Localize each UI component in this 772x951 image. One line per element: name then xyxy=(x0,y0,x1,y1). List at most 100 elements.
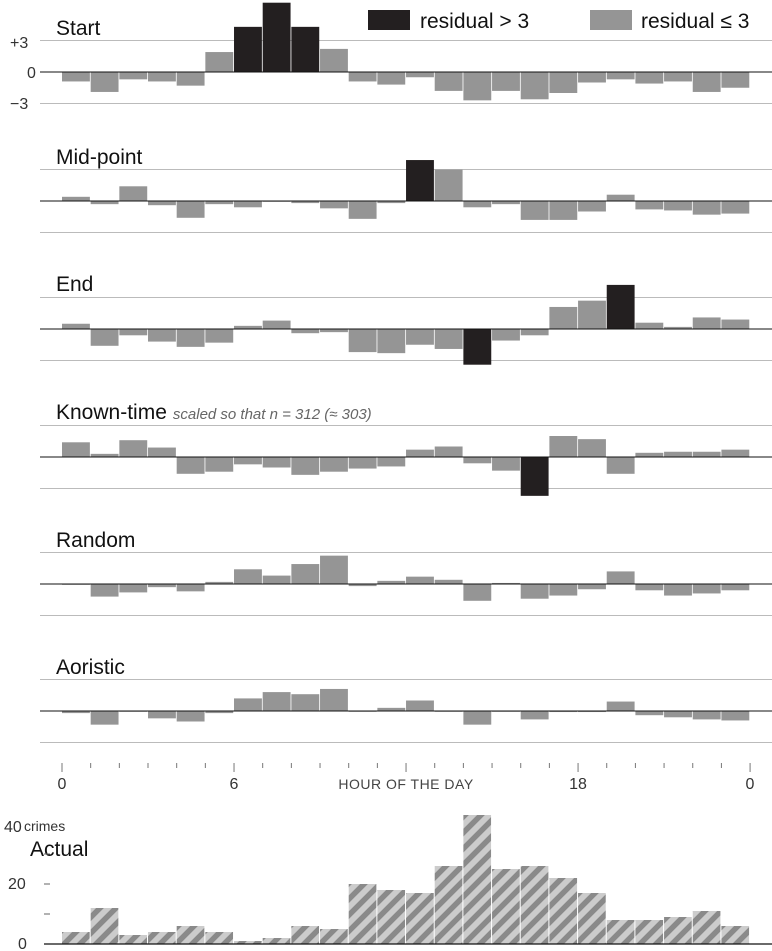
actual-bar xyxy=(692,911,721,944)
actual-bar xyxy=(606,920,635,944)
residual-bar xyxy=(406,576,434,584)
residual-bar xyxy=(90,329,119,346)
residual-bar xyxy=(692,72,721,92)
residual-bar xyxy=(578,584,606,590)
residual-bar xyxy=(262,457,291,468)
residual-bar xyxy=(721,319,750,329)
residual-bar xyxy=(291,329,320,334)
residual-bar xyxy=(664,201,692,211)
residual-bar xyxy=(492,329,520,341)
residual-bar xyxy=(320,688,348,711)
residual-bar xyxy=(205,201,234,205)
actual-bar xyxy=(492,869,520,944)
residual-bar xyxy=(664,326,692,329)
residual-bar xyxy=(262,692,291,711)
actual-y-tick-label: 20 xyxy=(8,876,26,893)
residual-bar xyxy=(492,457,520,471)
residual-bar xyxy=(176,201,205,218)
residual-bar xyxy=(262,575,291,584)
residual-bar xyxy=(520,201,549,220)
panel-end: End xyxy=(40,273,772,365)
panel-random: Random xyxy=(40,529,772,616)
actual-bar xyxy=(262,938,291,944)
actual-bar xyxy=(463,815,492,944)
actual-bar xyxy=(377,890,406,944)
residual-bar xyxy=(205,329,234,343)
residual-bar xyxy=(205,581,234,584)
residual-bar xyxy=(721,449,750,457)
residual-bar xyxy=(148,201,176,206)
residual-bar xyxy=(406,449,434,457)
residual-bar xyxy=(463,711,492,725)
residual-bar xyxy=(692,317,721,329)
residual-bar xyxy=(635,711,664,716)
residual-bar xyxy=(291,694,320,711)
actual-bar xyxy=(176,926,205,944)
residual-bar xyxy=(578,72,606,83)
actual-bar xyxy=(205,932,234,944)
actual-bar xyxy=(90,908,119,944)
residual-bar xyxy=(721,201,750,214)
residual-bar xyxy=(62,711,90,714)
residual-bar xyxy=(492,72,520,91)
residual-bar xyxy=(205,711,234,714)
legend-swatch-dark xyxy=(368,10,410,30)
panel-start: Start xyxy=(40,2,772,104)
residual-bar xyxy=(664,711,692,718)
residual-bar xyxy=(606,571,635,584)
residual-bar xyxy=(348,201,377,219)
residual-bar xyxy=(549,72,578,93)
panel-title: Random xyxy=(56,529,135,552)
residual-bar xyxy=(492,582,520,584)
residual-bar xyxy=(348,584,377,587)
residual-bar xyxy=(406,160,434,201)
x-tick-label: 0 xyxy=(746,776,755,793)
residual-bar xyxy=(520,711,549,720)
residual-bar xyxy=(62,323,90,329)
residual-bar xyxy=(377,707,406,711)
residual-bar xyxy=(176,584,205,592)
residual-bar xyxy=(578,711,606,713)
panel-known-time: Known-time scaled so that n = 312 (≈ 303) xyxy=(40,401,772,496)
residual-bar xyxy=(377,201,406,204)
residual-bar xyxy=(348,457,377,469)
actual-bars xyxy=(44,815,772,945)
residual-bar xyxy=(549,201,578,220)
panel-title: Start xyxy=(56,17,101,40)
residual-bar xyxy=(176,457,205,474)
residual-bar xyxy=(377,580,406,584)
residual-bar xyxy=(635,584,664,591)
actual-bar xyxy=(291,926,320,944)
residual-bar xyxy=(692,711,721,720)
residual-bar xyxy=(90,711,119,725)
panel-mid-point: Mid-point xyxy=(40,146,772,233)
residual-bar xyxy=(90,72,119,92)
panel-title: End xyxy=(56,273,93,296)
actual-bar xyxy=(520,866,549,944)
residual-bar xyxy=(291,26,320,73)
residual-bar xyxy=(434,169,463,201)
legend-label-gray: residual ≤ 3 xyxy=(641,10,749,33)
residual-bar xyxy=(90,453,119,457)
residual-bar xyxy=(549,436,578,457)
residual-bar xyxy=(520,457,549,496)
residual-bar xyxy=(119,329,148,336)
residual-bar xyxy=(606,701,635,711)
residual-bar xyxy=(348,329,377,353)
actual-bar xyxy=(62,932,90,944)
panel-subtitle: scaled so that n = 312 (≈ 303) xyxy=(173,406,372,423)
legend: residual > 3 residual ≤ 3 xyxy=(368,10,749,33)
x-tick-label: 6 xyxy=(230,776,239,793)
residual-bar xyxy=(520,72,549,100)
residual-bar xyxy=(406,700,434,711)
panel-title: Mid-point xyxy=(56,146,143,169)
residual-bar xyxy=(434,329,463,349)
panel-aoristic: Aoristic xyxy=(40,656,772,743)
residual-bar xyxy=(692,584,721,594)
actual-unit-label: crimes xyxy=(24,818,65,834)
residual-bar xyxy=(664,451,692,457)
residual-bar xyxy=(434,579,463,584)
residual-bar xyxy=(205,457,234,472)
residual-bar xyxy=(320,329,348,333)
actual-y-tick-label: 0 xyxy=(18,936,27,951)
